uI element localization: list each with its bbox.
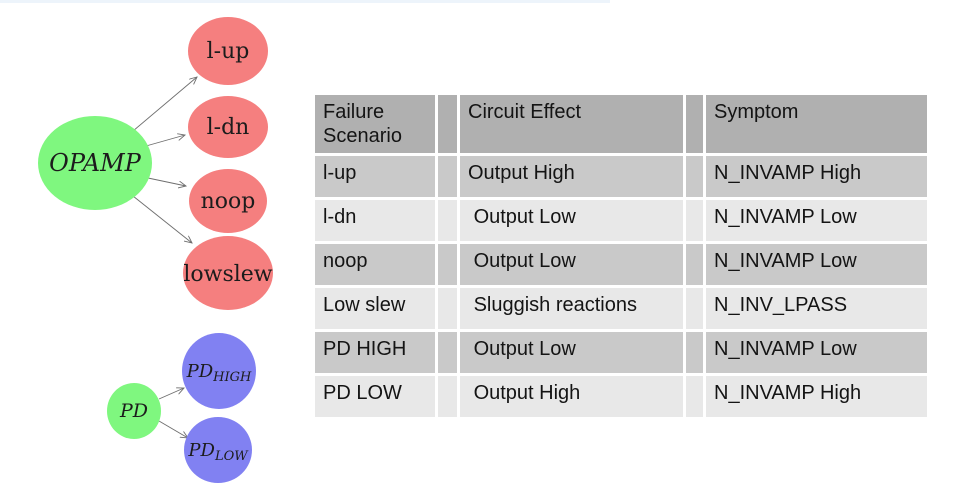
cell-scenario: PD LOW [315,376,435,417]
cell-effect: Output High [460,376,683,417]
cell-effect: Output Low [460,332,683,373]
spacer-cell [438,288,457,329]
cell-scenario: l-dn [315,200,435,241]
spacer-cell [438,332,457,373]
cell-scenario: noop [315,244,435,285]
spacer-cell [686,200,703,241]
node-lowslew [183,236,273,310]
cell-symptom: N_INVAMP High [706,156,927,197]
node-opamp-label: OPAMP [49,149,142,177]
edge-opamp-noop [147,177,186,186]
spacer-cell [438,376,457,417]
spacer-cell [686,156,703,197]
spacer-cell [438,156,457,197]
node-pd [107,383,161,439]
cell-scenario: Low slew [315,288,435,329]
top-edge-strip [0,0,610,3]
header-failure-scenario: Failure Scenario [315,95,435,153]
pd-low-subscript: LOW [214,449,249,464]
edge-pd-pdhigh [158,388,184,400]
header-spacer-2 [686,95,703,153]
edge-opamp-l-up [132,77,197,132]
cell-scenario: l-up [315,156,435,197]
header-circuit-effect: Circuit Effect [460,95,683,153]
node-pd-low [184,417,252,483]
node-opamp [38,116,152,210]
fault-tree-diagram: OPAMP l-up l-dn noop lowslew PD PDHIGH P… [38,17,273,483]
node-pd-high [182,333,256,409]
edge-opamp-l-dn [145,135,185,147]
cell-scenario: PD HIGH [315,332,435,373]
pd-high-subscript: HIGH [212,370,252,385]
failure-table: Failure Scenario Circuit Effect Symptom … [315,95,927,417]
spacer-cell [686,244,703,285]
node-l-up-label: l-up [207,39,250,64]
spacer-cell [686,376,703,417]
cell-symptom: N_INVAMP Low [706,332,927,373]
spacer-cell [686,332,703,373]
spacer-cell [686,288,703,329]
pd-low-base: PD [187,440,215,461]
edge-pd-pdlow [158,420,188,438]
edge-opamp-lowslew [132,195,192,243]
cell-symptom: N_INVAMP Low [706,200,927,241]
cell-symptom: N_INV_LPASS [706,288,927,329]
header-spacer-1 [438,95,457,153]
cell-symptom: N_INVAMP Low [706,244,927,285]
node-pd-low-label: PDLOW [187,440,249,464]
node-pd-label: PD [119,400,148,422]
header-symptom: Symptom [706,95,927,153]
node-pd-high-label: PDHIGH [186,361,252,385]
node-l-dn-label: l-dn [207,115,250,140]
node-l-up [188,17,268,85]
spacer-cell [438,244,457,285]
pd-high-base: PD [186,361,214,382]
cell-symptom: N_INVAMP High [706,376,927,417]
spacer-cell [438,200,457,241]
cell-effect: Output High [460,156,683,197]
cell-effect: Sluggish reactions [460,288,683,329]
node-lowslew-label: lowslew [183,262,272,287]
cell-effect: Output Low [460,200,683,241]
cell-effect: Output Low [460,244,683,285]
node-noop [189,169,267,233]
node-l-dn [188,96,268,158]
node-noop-label: noop [201,189,256,214]
